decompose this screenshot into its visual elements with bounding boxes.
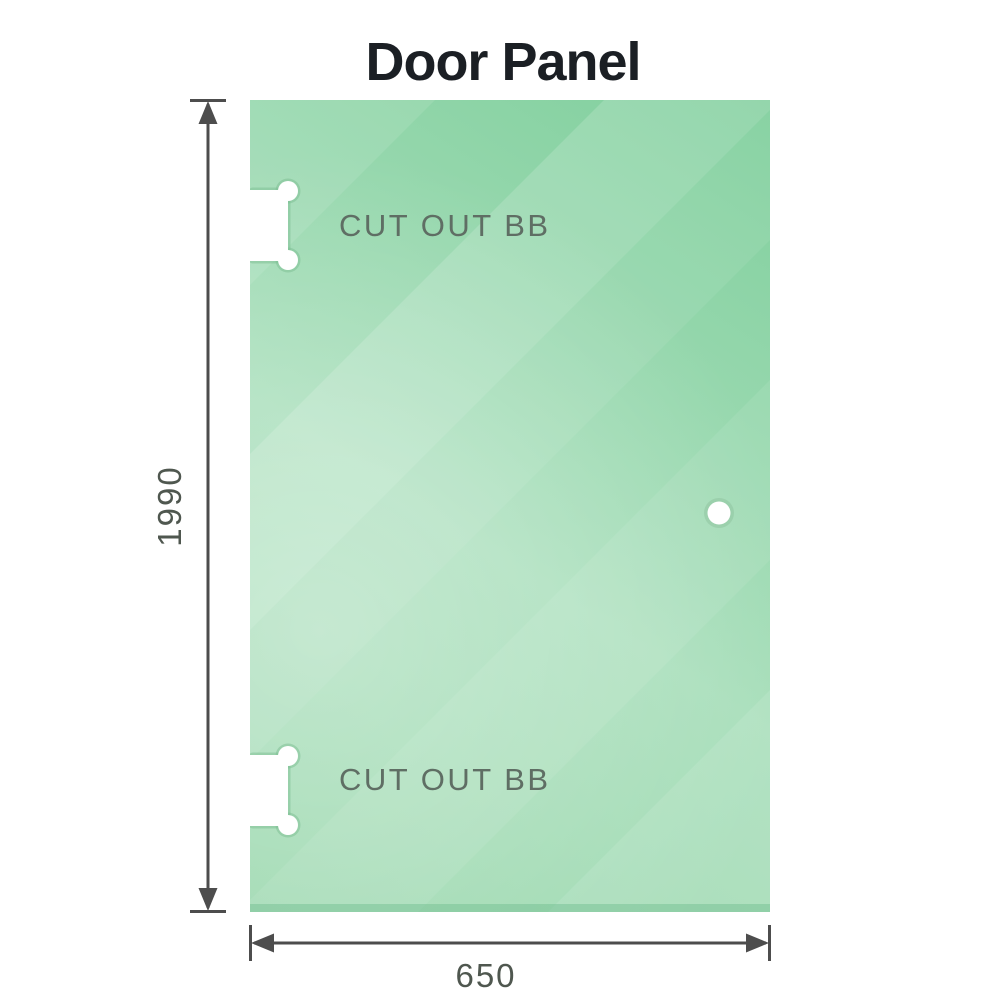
hinge-cutout-bottom-slot xyxy=(246,755,288,826)
page-title: Door Panel xyxy=(365,32,640,92)
reflection-stripe xyxy=(250,380,770,912)
arrow-up-icon xyxy=(198,101,218,124)
hinge-cutout-top-lobe-upper xyxy=(278,181,298,201)
hinge-cutout-top-slot xyxy=(246,190,288,261)
height-dimension: 1990 xyxy=(151,99,226,913)
arrow-down-icon xyxy=(198,888,218,911)
reflection-stripe xyxy=(250,100,435,285)
reflection-stripe xyxy=(250,110,770,760)
glass-bottom-edge-shade xyxy=(250,904,770,912)
hinge-cutout-top-lobe-lower xyxy=(278,250,298,270)
hinge-cutout-top xyxy=(246,178,301,273)
hinge-cutout-bottom-lobe-upper xyxy=(278,746,298,766)
reflection-stripe xyxy=(250,100,770,630)
handle-hole xyxy=(704,498,734,528)
reflection-stripe xyxy=(548,690,770,912)
handle-hole-bore xyxy=(707,501,731,525)
cutout-bottom-label: CUT OUT BB xyxy=(339,762,551,797)
hinge-cutout-bottom-lobe-lower xyxy=(278,815,298,835)
arrow-right-icon xyxy=(746,933,769,953)
height-dimension-value: 1990 xyxy=(151,465,188,546)
cutout-top-label: CUT OUT BB xyxy=(339,208,551,243)
glass-reflection-stripes xyxy=(250,100,770,912)
hinge-cutout-bottom xyxy=(246,743,301,838)
glass-sheen-glow xyxy=(250,100,770,912)
arrow-left-icon xyxy=(251,933,274,953)
glass-panel: CUT OUT BB CUT OUT BB xyxy=(246,100,770,912)
width-dimension: 650 xyxy=(249,925,771,994)
width-dimension-value: 650 xyxy=(455,957,516,994)
